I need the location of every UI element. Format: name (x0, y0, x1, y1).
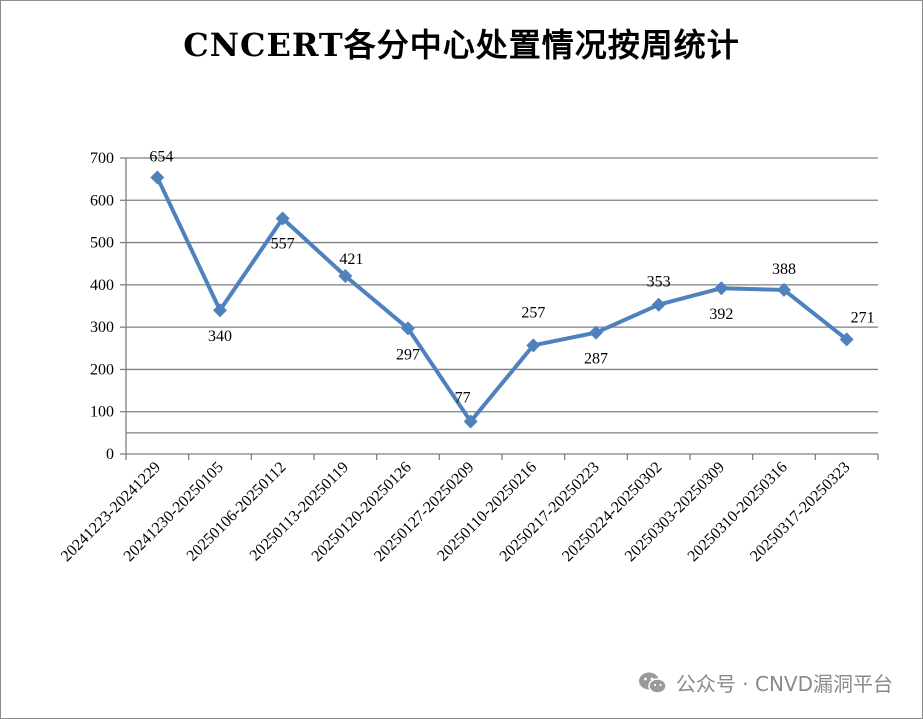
grid-lines (126, 157, 878, 434)
y-tick-label: 700 (90, 150, 114, 167)
y-tick-label: 200 (90, 361, 114, 378)
y-tick-label: 500 (90, 235, 114, 252)
data-label: 287 (584, 351, 608, 368)
data-label: 654 (149, 148, 173, 165)
y-tick-label: 300 (90, 319, 114, 336)
y-tick-labels: 0 100 200 300 400 500 600 700 (90, 150, 114, 463)
data-label: 353 (647, 274, 671, 291)
watermark-text: 公众号 · CNVD漏洞平台 (675, 672, 893, 696)
data-label: 557 (271, 235, 295, 252)
data-point (777, 282, 791, 297)
wechat-icon (638, 672, 667, 694)
series-line-path (155, 176, 848, 424)
data-point (213, 303, 227, 318)
y-tick-label: 100 (90, 404, 114, 421)
data-label: 421 (339, 251, 363, 268)
data-point (338, 268, 353, 283)
data-point (651, 297, 666, 312)
data-label: 388 (772, 261, 796, 278)
data-points (150, 170, 854, 429)
y-tick-label: 400 (90, 277, 114, 294)
data-labels: 654 340 557 421 297 77 257 287 353 392 388 271 (149, 148, 874, 406)
chart-title: CNCERT各分中心处置情况按周统计 (183, 26, 740, 64)
data-point (401, 321, 415, 336)
data-label: 77 (455, 389, 471, 406)
data-label: 297 (396, 346, 420, 363)
data-point (150, 170, 165, 185)
y-tick-label: 600 (90, 192, 114, 209)
x-tick-labels: 20241223-2024122920241230-20250105202501… (58, 459, 854, 565)
data-label: 392 (709, 306, 733, 323)
data-point (589, 325, 603, 340)
data-label: 257 (521, 304, 545, 321)
data-label: 271 (851, 309, 875, 326)
axes (120, 157, 879, 460)
data-point (526, 338, 541, 353)
watermark: 公众号 · CNVD漏洞平台 (638, 668, 893, 697)
data-label: 340 (208, 328, 232, 345)
data-point (839, 332, 854, 347)
y-tick-label: 0 (106, 446, 114, 463)
data-point (275, 211, 290, 226)
series-line (155, 176, 848, 424)
data-point (463, 414, 478, 429)
data-point (714, 281, 729, 296)
